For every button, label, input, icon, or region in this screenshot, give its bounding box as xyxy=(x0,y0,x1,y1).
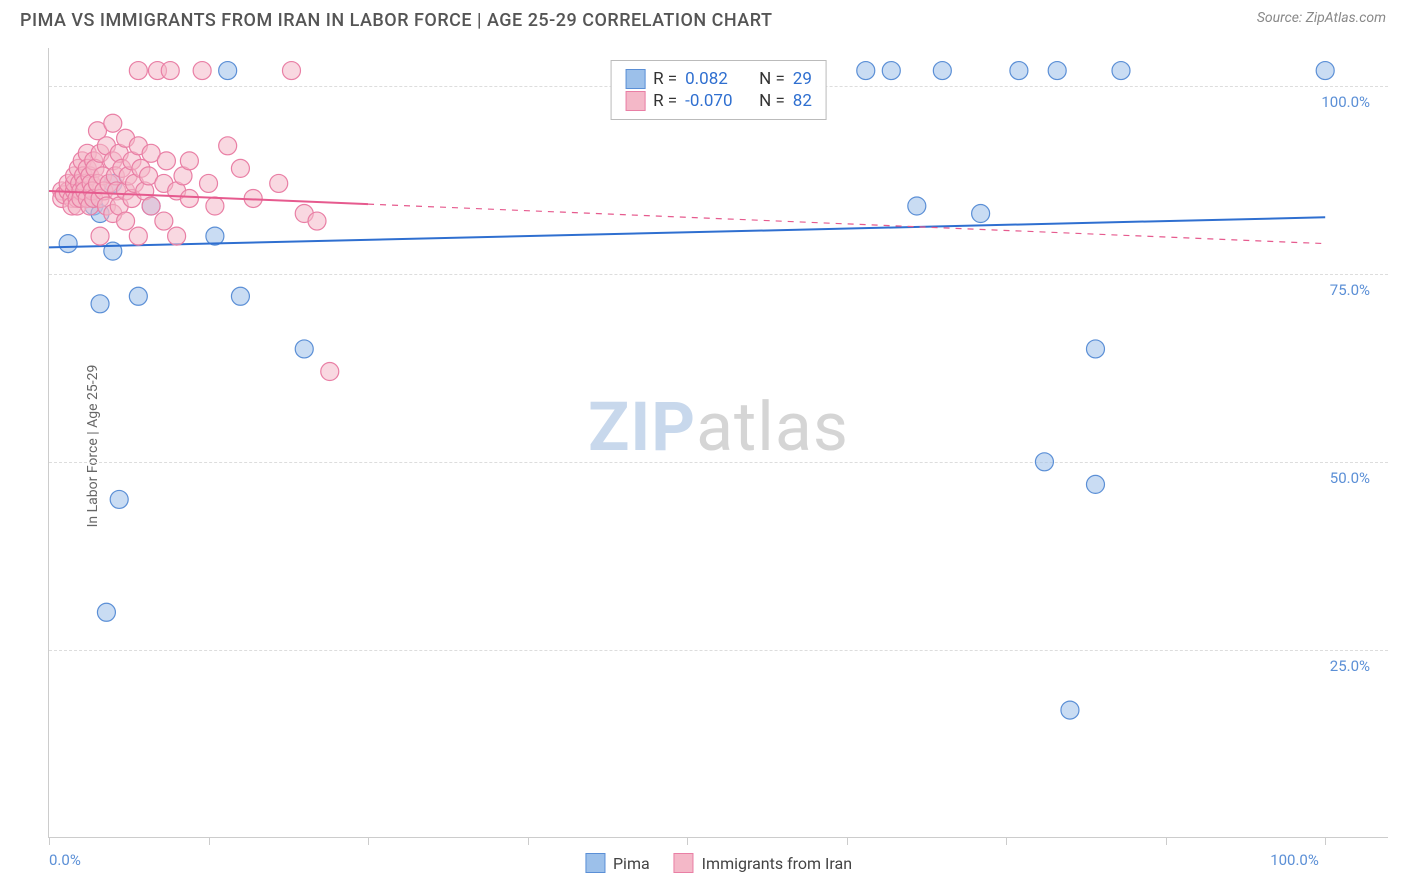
data-point xyxy=(1086,475,1104,493)
x-tick-label: 0.0% xyxy=(49,851,81,869)
data-point xyxy=(231,287,249,305)
data-point xyxy=(59,235,77,253)
data-point xyxy=(282,62,300,80)
header: PIMA VS IMMIGRANTS FROM IRAN IN LABOR FO… xyxy=(0,0,1406,31)
data-point xyxy=(1086,340,1104,358)
correlation-legend-row: R = -0.070 N = 82 xyxy=(625,91,812,111)
chart-title: PIMA VS IMMIGRANTS FROM IRAN IN LABOR FO… xyxy=(20,10,772,31)
data-point xyxy=(270,174,288,192)
x-tick xyxy=(1166,837,1167,845)
x-tick xyxy=(1325,837,1326,845)
data-point xyxy=(180,152,198,170)
data-point xyxy=(155,212,173,230)
correlation-legend-row: R = 0.082 N = 29 xyxy=(625,69,812,89)
series-legend-label: Immigrants from Iran xyxy=(702,854,852,873)
data-point xyxy=(129,62,147,80)
source-name: ZipAtlas.com xyxy=(1306,10,1386,26)
data-point xyxy=(91,295,109,313)
y-tick-label: 50.0% xyxy=(1330,469,1370,487)
data-point xyxy=(1010,62,1028,80)
data-point xyxy=(104,114,122,132)
data-point xyxy=(857,62,875,80)
data-point xyxy=(882,62,900,80)
n-value: 29 xyxy=(793,69,812,89)
scatter-plot xyxy=(49,48,1388,837)
x-tick xyxy=(1006,837,1007,845)
data-point xyxy=(1316,62,1334,80)
x-tick xyxy=(528,837,529,845)
data-point xyxy=(219,137,237,155)
data-point xyxy=(231,159,249,177)
data-point xyxy=(295,340,313,358)
data-point xyxy=(200,174,218,192)
legend-swatch xyxy=(674,853,694,873)
data-point xyxy=(142,197,160,215)
data-point xyxy=(129,287,147,305)
data-point xyxy=(180,189,198,207)
data-point xyxy=(206,197,224,215)
data-point xyxy=(321,363,339,381)
x-tick xyxy=(847,837,848,845)
r-label: R = xyxy=(653,69,677,89)
source-prefix: Source: xyxy=(1257,10,1306,26)
y-tick-label: 100.0% xyxy=(1321,93,1370,111)
data-point xyxy=(219,62,237,80)
r-label: R = xyxy=(653,91,677,111)
data-point xyxy=(1112,62,1130,80)
series-legend-item: Pima xyxy=(585,853,650,873)
trend-line-dashed xyxy=(368,204,1325,244)
legend-swatch xyxy=(625,69,645,89)
data-point xyxy=(908,197,926,215)
data-point xyxy=(1061,701,1079,719)
data-point xyxy=(168,227,186,245)
data-point xyxy=(110,490,128,508)
r-value: 0.082 xyxy=(685,69,745,89)
data-point xyxy=(129,227,147,245)
x-tick-label: 100.0% xyxy=(1270,851,1319,869)
n-label: N = xyxy=(759,69,785,89)
series-legend-item: Immigrants from Iran xyxy=(674,853,852,873)
data-point xyxy=(308,212,326,230)
data-point xyxy=(157,152,175,170)
data-point xyxy=(1035,453,1053,471)
n-label: N = xyxy=(759,91,785,111)
x-tick xyxy=(49,837,50,845)
data-point xyxy=(972,205,990,223)
series-legend-label: Pima xyxy=(613,854,650,873)
n-value: 82 xyxy=(793,91,812,111)
data-point xyxy=(193,62,211,80)
x-tick xyxy=(209,837,210,845)
y-tick-label: 25.0% xyxy=(1330,657,1370,675)
data-point xyxy=(1048,62,1066,80)
data-point xyxy=(933,62,951,80)
trend-line-solid xyxy=(49,217,1325,247)
series-legend: Pima Immigrants from Iran xyxy=(585,853,852,873)
x-tick xyxy=(687,837,688,845)
x-tick xyxy=(368,837,369,845)
data-point xyxy=(161,62,179,80)
y-tick-label: 75.0% xyxy=(1330,281,1370,299)
correlation-legend: R = 0.082 N = 29 R = -0.070 N = 82 xyxy=(610,60,827,120)
data-point xyxy=(97,603,115,621)
legend-swatch xyxy=(625,91,645,111)
legend-swatch xyxy=(585,853,605,873)
r-value: -0.070 xyxy=(685,91,745,111)
data-point xyxy=(91,227,109,245)
data-point xyxy=(117,212,135,230)
chart-container: ZIPatlas R =0.082N =29R =-0.070N =82 25.… xyxy=(48,48,1388,838)
source-attribution: Source: ZipAtlas.com xyxy=(1257,10,1386,26)
